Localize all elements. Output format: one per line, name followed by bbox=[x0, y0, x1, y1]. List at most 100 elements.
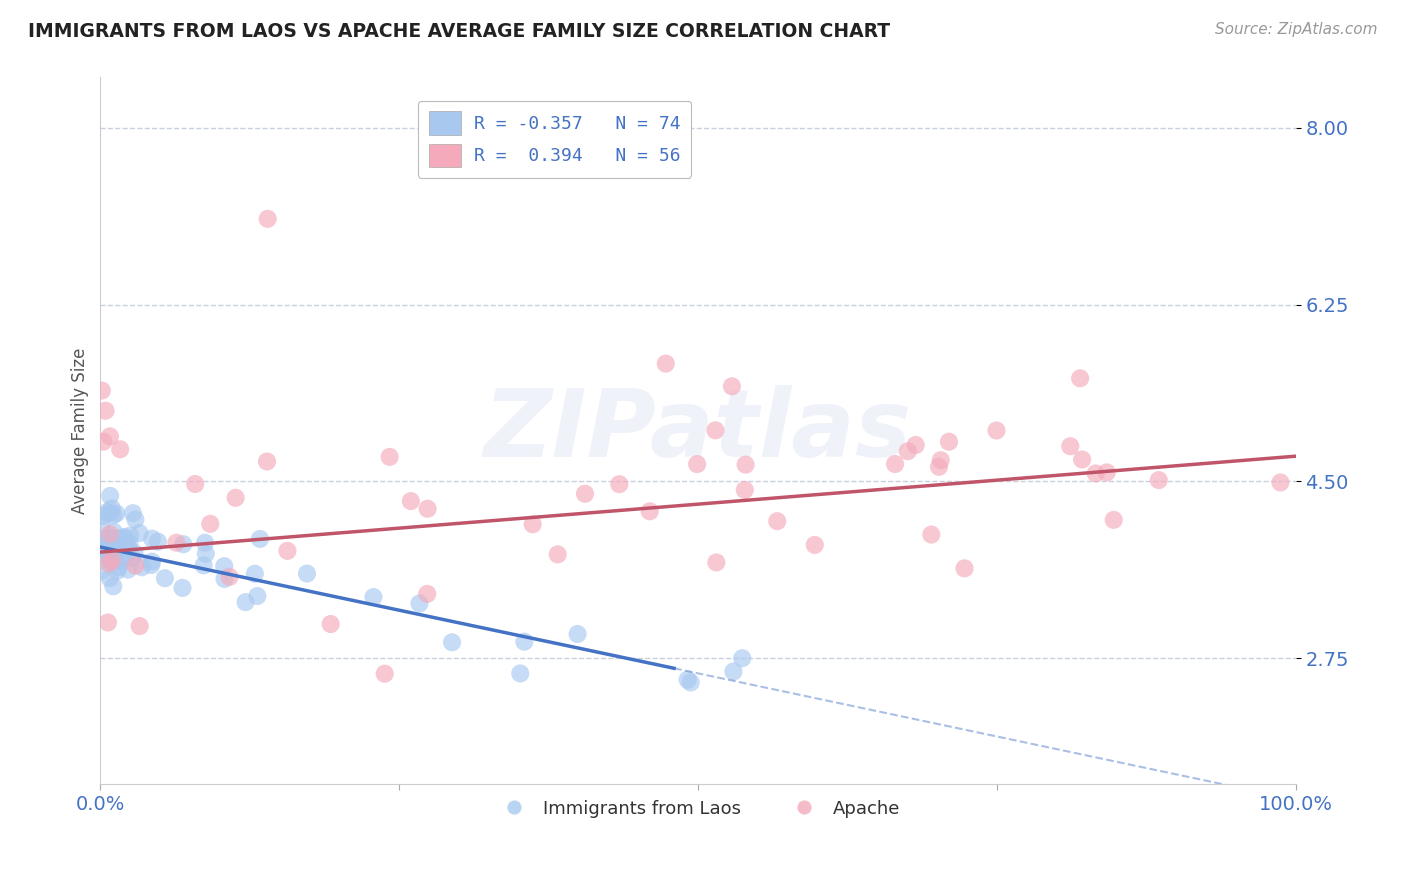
Point bbox=[1071, 452, 1094, 467]
Point bbox=[114, 551, 136, 566]
Point bbox=[91, 564, 114, 578]
Point bbox=[172, 537, 194, 551]
Point bbox=[103, 579, 125, 593]
Point bbox=[97, 549, 120, 564]
Point bbox=[408, 596, 430, 610]
Point bbox=[441, 635, 464, 649]
Point bbox=[904, 438, 927, 452]
Point bbox=[218, 570, 240, 584]
Point bbox=[256, 454, 278, 468]
Point bbox=[194, 535, 217, 549]
Text: IMMIGRANTS FROM LAOS VS APACHE AVERAGE FAMILY SIZE CORRELATION CHART: IMMIGRANTS FROM LAOS VS APACHE AVERAGE F… bbox=[28, 22, 890, 41]
Point bbox=[928, 459, 950, 474]
Point bbox=[172, 581, 194, 595]
Point bbox=[897, 444, 920, 458]
Point bbox=[513, 634, 536, 648]
Point bbox=[104, 546, 127, 560]
Y-axis label: Average Family Size: Average Family Size bbox=[72, 348, 89, 514]
Point bbox=[131, 560, 153, 574]
Point bbox=[193, 558, 215, 573]
Point bbox=[128, 619, 150, 633]
Point bbox=[1069, 371, 1091, 385]
Point bbox=[117, 539, 139, 553]
Point bbox=[1147, 473, 1170, 487]
Point bbox=[124, 512, 146, 526]
Point bbox=[676, 673, 699, 687]
Point bbox=[98, 489, 121, 503]
Point bbox=[146, 534, 169, 549]
Point bbox=[243, 566, 266, 581]
Point bbox=[803, 538, 825, 552]
Point bbox=[120, 528, 142, 542]
Point bbox=[929, 453, 952, 467]
Point bbox=[194, 547, 217, 561]
Point bbox=[256, 211, 278, 226]
Point bbox=[276, 544, 298, 558]
Point bbox=[141, 532, 163, 546]
Point bbox=[567, 627, 589, 641]
Point bbox=[97, 615, 120, 630]
Point bbox=[98, 571, 121, 585]
Point bbox=[416, 501, 439, 516]
Point bbox=[734, 458, 756, 472]
Point bbox=[96, 530, 118, 544]
Point bbox=[141, 558, 163, 572]
Point bbox=[295, 566, 318, 581]
Point bbox=[108, 532, 131, 546]
Point bbox=[90, 542, 112, 557]
Point bbox=[734, 483, 756, 497]
Point bbox=[509, 666, 531, 681]
Point bbox=[108, 442, 131, 457]
Point bbox=[122, 506, 145, 520]
Point bbox=[165, 535, 187, 549]
Point bbox=[103, 508, 125, 523]
Legend: Immigrants from Laos, Apache: Immigrants from Laos, Apache bbox=[488, 792, 907, 825]
Point bbox=[98, 429, 121, 443]
Point bbox=[93, 508, 115, 523]
Point bbox=[112, 530, 135, 544]
Point bbox=[723, 665, 745, 679]
Point bbox=[184, 477, 207, 491]
Point bbox=[953, 561, 976, 575]
Point bbox=[93, 434, 115, 449]
Point bbox=[1095, 466, 1118, 480]
Point bbox=[94, 542, 117, 557]
Point bbox=[98, 527, 121, 541]
Point bbox=[246, 589, 269, 603]
Point bbox=[235, 595, 257, 609]
Point bbox=[105, 507, 128, 521]
Point bbox=[105, 564, 128, 578]
Point bbox=[103, 541, 125, 556]
Point bbox=[141, 555, 163, 569]
Point bbox=[704, 556, 727, 570]
Point bbox=[920, 527, 942, 541]
Point bbox=[96, 505, 118, 519]
Point bbox=[91, 540, 114, 554]
Point bbox=[1270, 475, 1292, 490]
Point bbox=[117, 563, 139, 577]
Point bbox=[225, 491, 247, 505]
Point bbox=[100, 554, 122, 568]
Point bbox=[121, 551, 143, 566]
Point bbox=[94, 538, 117, 552]
Point bbox=[721, 379, 744, 393]
Point bbox=[378, 450, 401, 464]
Point bbox=[94, 403, 117, 417]
Point bbox=[103, 524, 125, 539]
Text: Source: ZipAtlas.com: Source: ZipAtlas.com bbox=[1215, 22, 1378, 37]
Point bbox=[1059, 439, 1081, 453]
Point bbox=[363, 590, 385, 604]
Point bbox=[416, 587, 439, 601]
Point bbox=[104, 541, 127, 556]
Point bbox=[114, 540, 136, 554]
Point bbox=[399, 494, 422, 508]
Point bbox=[704, 423, 727, 437]
Point bbox=[638, 504, 661, 518]
Point bbox=[986, 424, 1008, 438]
Text: ZIPatlas: ZIPatlas bbox=[484, 385, 912, 477]
Point bbox=[100, 506, 122, 520]
Point bbox=[200, 516, 222, 531]
Point bbox=[766, 514, 789, 528]
Point bbox=[1084, 467, 1107, 481]
Point bbox=[153, 571, 176, 585]
